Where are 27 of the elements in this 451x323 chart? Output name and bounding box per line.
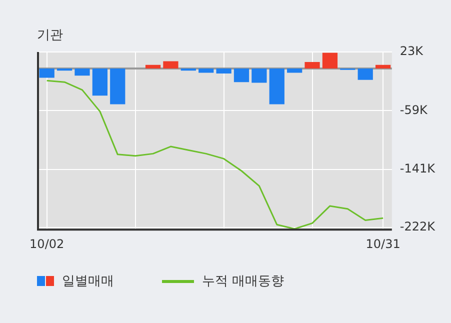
bar <box>92 68 108 96</box>
y-tick-label: -59K <box>400 102 428 117</box>
bar <box>252 68 267 83</box>
bar <box>216 68 232 74</box>
y-tick-label: 23K <box>400 44 424 58</box>
bar <box>358 68 373 80</box>
y-tick-label: -141K <box>400 162 436 176</box>
bar <box>163 61 178 68</box>
x-tick-label: 10/02 <box>30 236 64 251</box>
bar <box>322 52 338 68</box>
bar <box>198 68 214 73</box>
bar <box>56 68 72 71</box>
bar <box>39 68 54 78</box>
bar <box>287 68 302 73</box>
bar <box>269 68 284 104</box>
bar <box>180 68 196 71</box>
bar <box>74 68 90 76</box>
bar <box>234 68 250 82</box>
bar <box>110 68 126 104</box>
bar <box>375 64 391 68</box>
y-tick-label: -222K <box>400 220 436 234</box>
legend-label: 누적 매매동향 <box>202 273 284 290</box>
chart-title: 기관 <box>37 27 63 44</box>
x-tick-label: 10/31 <box>366 236 400 251</box>
bar <box>304 62 320 68</box>
bar <box>145 64 161 68</box>
legend-label: 일별매매 <box>62 273 114 290</box>
